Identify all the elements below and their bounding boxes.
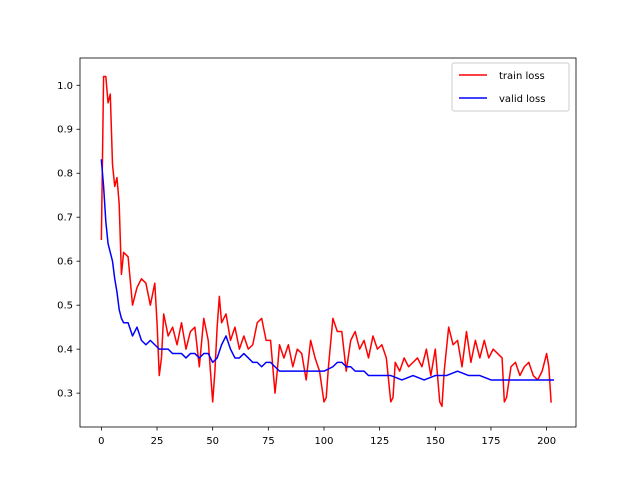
axes-layer: 0 25 50 75 100 125 150 175 200 0.3 0.4 0.5 0.6 0.7 0.8… xyxy=(57,57,577,447)
plot-frame xyxy=(79,57,577,428)
x-tick-label: 100 xyxy=(314,436,333,447)
y-tick-label: 0.3 xyxy=(57,389,73,400)
x-tick-label: 25 xyxy=(151,436,164,447)
legend: train loss valid loss xyxy=(451,62,570,112)
y-tick-label: 0.8 xyxy=(57,169,73,180)
legend-label: valid loss xyxy=(499,94,545,105)
x-tick-label: 200 xyxy=(537,436,556,447)
y-tick-label: 0.7 xyxy=(57,213,73,224)
series-line-train-loss xyxy=(100,75,552,408)
y-tick-label: 1.0 xyxy=(57,81,73,92)
series-layer xyxy=(100,75,555,408)
x-tick-label: 75 xyxy=(262,436,275,447)
x-tick-label: 125 xyxy=(370,436,389,447)
x-tick-label: 0 xyxy=(98,436,104,447)
y-tick-label: 0.9 xyxy=(57,125,73,136)
y-tick-label: 0.4 xyxy=(57,345,73,356)
y-tick-label: 0.5 xyxy=(57,301,73,312)
x-tick-label: 50 xyxy=(206,436,219,447)
x-tick-label: 150 xyxy=(426,436,445,447)
series-line-valid-loss xyxy=(100,159,555,381)
y-tick-label: 0.6 xyxy=(57,257,73,268)
legend-label: train loss xyxy=(499,71,545,82)
x-tick-label: 175 xyxy=(481,436,500,447)
